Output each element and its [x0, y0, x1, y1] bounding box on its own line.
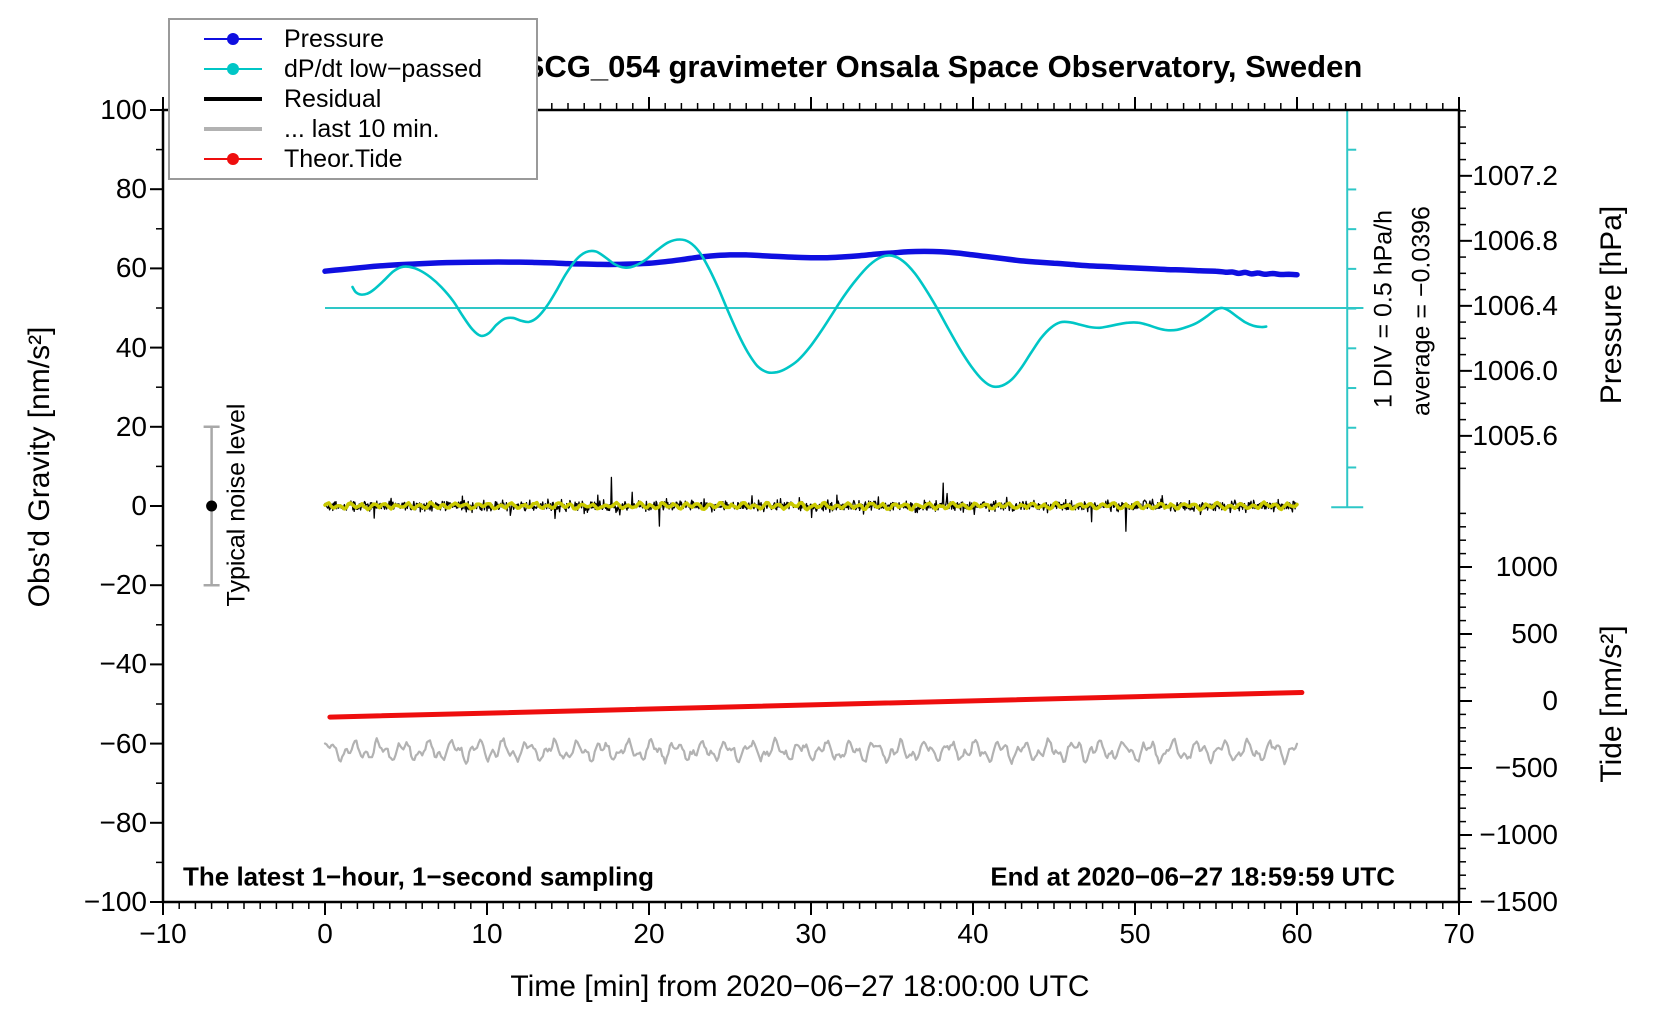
legend-line-sample — [204, 91, 262, 107]
legend-label: dP/dt low−passed — [284, 54, 483, 83]
legend-line-sample — [204, 121, 262, 137]
residual-smooth-curve — [323, 500, 1299, 512]
pressure-tick-label: 1005.6 — [1472, 419, 1558, 451]
end-time-note: End at 2020−06−27 18:59:59 UTC — [990, 861, 1395, 892]
tide-tick-label: −1000 — [1479, 819, 1558, 850]
gravity-tick-label: −40 — [99, 648, 148, 680]
pressure-tick-label: 1006.4 — [1472, 289, 1558, 321]
pressure-curve — [322, 248, 1300, 278]
legend-item: ... last 10 min. — [170, 114, 536, 144]
legend-item: dP/dt low−passed — [170, 54, 536, 84]
x-tick-label: 30 — [795, 918, 827, 949]
legend-label: Theor.Tide — [284, 144, 403, 173]
gravity-tick-label: 100 — [100, 94, 147, 125]
tide-tick-label: 500 — [1511, 618, 1558, 649]
gravity-tick-label: −100 — [83, 886, 147, 917]
gravity-tick-label: −20 — [99, 569, 148, 601]
legend-line-sample — [204, 151, 262, 167]
legend-line-sample — [204, 61, 262, 77]
legend-marker-dot — [227, 63, 239, 75]
gravity-tick-label: −60 — [99, 727, 148, 759]
legend-item: Pressure — [170, 24, 536, 54]
legend-line-sample — [204, 31, 262, 47]
gravity-axis-title: Obs'd Gravity [nm/s²] — [23, 326, 56, 608]
legend-marker-dot — [227, 153, 239, 165]
chart-title: SCG_054 gravimeter Onsala Space Observat… — [523, 49, 1363, 84]
x-tick-label: 20 — [633, 918, 665, 949]
gravity-tick-label: 40 — [115, 331, 147, 363]
legend-marker-dot — [227, 33, 239, 45]
x-tick-label: 0 — [317, 918, 333, 949]
residual-curve — [324, 476, 1298, 532]
gravity-tick-label: −80 — [99, 806, 148, 838]
x-tick-label: 40 — [957, 918, 989, 949]
x-tick-label: 50 — [1119, 918, 1151, 949]
theor-tide-curve — [327, 690, 1305, 720]
x-tick-label: 10 — [471, 918, 503, 949]
div-scale-label: 1 DIV = 0.5 hPa/h — [1369, 209, 1398, 409]
x-axis-title: Time [min] from 2020−06−27 18:00:00 UTC — [510, 970, 1090, 1003]
gravity-tick-label: 80 — [115, 173, 147, 205]
residual-last10-curve — [323, 736, 1299, 766]
tide-tick-label: −500 — [1494, 752, 1558, 783]
legend-line — [204, 97, 262, 101]
gravity-tick-label: 20 — [115, 410, 147, 442]
pressure-tick-label: 1006.0 — [1472, 354, 1558, 386]
gravity-tick-label: 60 — [115, 252, 147, 284]
legend-label: Pressure — [284, 24, 385, 53]
noise-marker-dot — [206, 500, 218, 512]
legend-box: Pressure dP/dt low−passed Residual... last… — [168, 18, 538, 180]
typical-noise-level-label: Typical noise level — [222, 403, 251, 607]
tide-tick-label: 0 — [1542, 685, 1558, 716]
gravity-tick-label: 0 — [131, 490, 147, 521]
average-label: average = −0.0396 — [1407, 206, 1436, 416]
pressure-axis-title: Pressure [hPa] — [1595, 205, 1628, 405]
legend-label: ... last 10 min. — [284, 114, 440, 143]
legend-line — [204, 127, 262, 131]
x-tick-label: 60 — [1281, 918, 1313, 949]
legend-item: Theor.Tide — [170, 144, 536, 174]
legend-item: Residual — [170, 84, 536, 114]
tide-tick-label: 1000 — [1495, 551, 1558, 582]
dpdt-curve — [351, 238, 1268, 389]
tide-tick-label: −1500 — [1479, 886, 1558, 917]
x-tick-label: −10 — [139, 918, 187, 949]
legend-label: Residual — [284, 84, 382, 113]
x-tick-label: 70 — [1443, 918, 1475, 949]
pressure-tick-label: 1007.2 — [1472, 159, 1558, 191]
tide-axis-title: Tide [nm/s²] — [1595, 625, 1628, 783]
sampling-note: The latest 1−hour, 1−second sampling — [183, 861, 655, 892]
pressure-tick-label: 1006.8 — [1472, 224, 1558, 256]
